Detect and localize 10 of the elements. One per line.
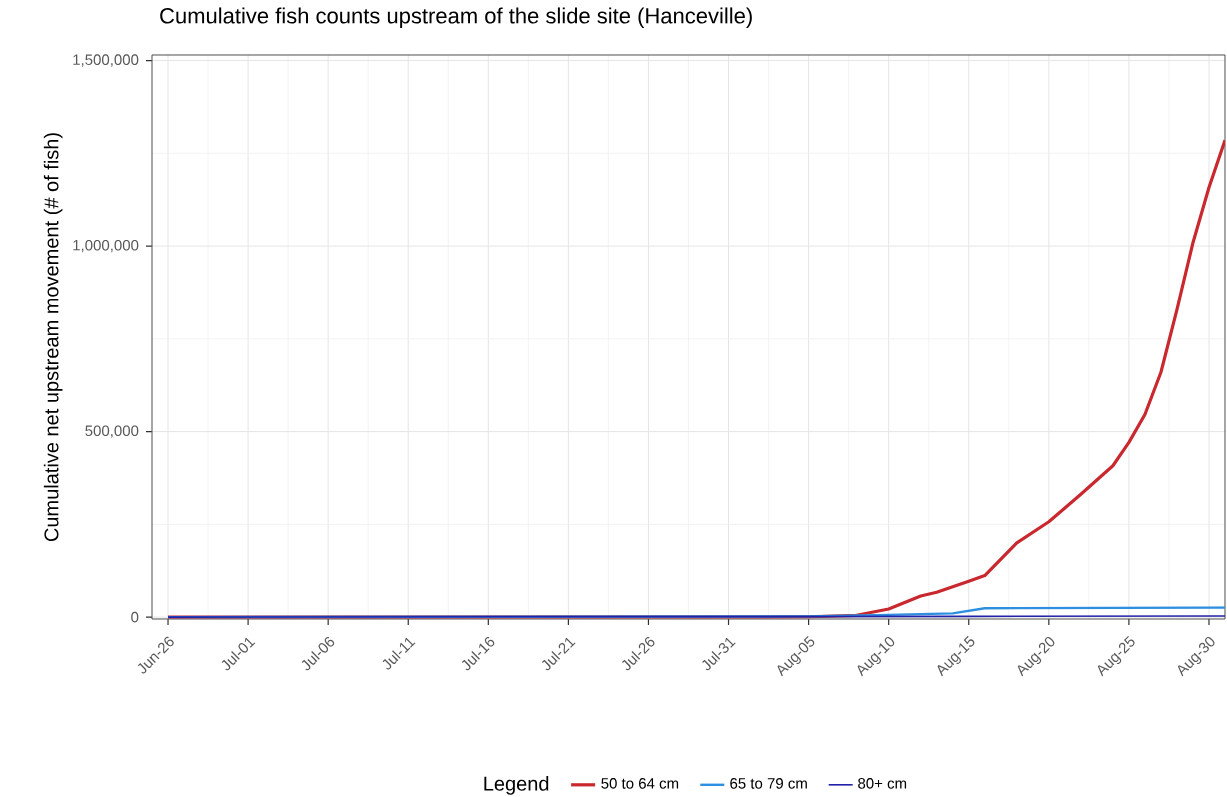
y-tick-label: 500,000 [85, 425, 139, 438]
y-tick-label: 1,500,000 [73, 54, 139, 67]
y-tick-label: 1,000,000 [73, 239, 139, 253]
legend-label: 50 to 64 cm [601, 778, 679, 789]
legend-title: Legend [484, 776, 549, 795]
legend-label: 65 to 79 cm [730, 778, 807, 789]
legend-label: 80+ cm [858, 778, 907, 789]
y-tick-label: 0 [131, 611, 139, 623]
y-axis-title: Cumulative net upstream movement (# of fish) [43, 133, 63, 542]
chart-title: Cumulative fish counts upstream of the slide site (Hanceville) [160, 7, 752, 28]
